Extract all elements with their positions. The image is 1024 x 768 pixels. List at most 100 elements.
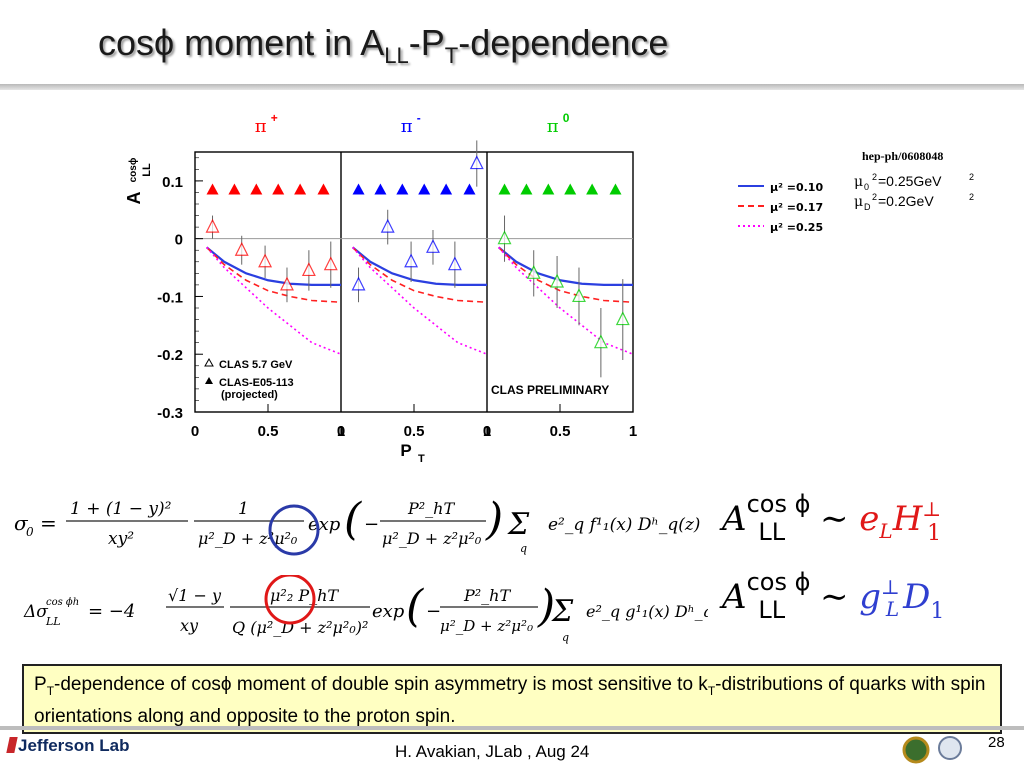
projected-point: [206, 183, 219, 195]
projected-point: [272, 183, 285, 195]
y-tick-label: -0.3: [157, 405, 183, 422]
projected-point: [396, 183, 409, 195]
param-unit-squared: 2: [969, 192, 974, 202]
projected-point: [317, 183, 330, 195]
y-axis-label-sub: LL: [141, 163, 153, 177]
model-curve: [351, 246, 487, 286]
model-curve: [498, 246, 634, 355]
projected-point: [352, 183, 365, 195]
jsa-logo-icon: [938, 736, 962, 760]
projected-point: [520, 183, 533, 195]
mu2-highlight-circle: [264, 575, 316, 625]
y-axis-label-sup: cosϕ: [128, 157, 139, 182]
mu0-highlight-circle: [268, 504, 320, 556]
projected-point: [228, 183, 241, 195]
svg-text:Σ: Σ: [507, 507, 530, 542]
y-tick-label: 0: [175, 232, 183, 249]
clas57-point: [593, 334, 608, 349]
projected-point: [294, 183, 307, 195]
y-tick-label: -0.2: [157, 347, 183, 364]
clas57-point: [380, 218, 395, 233]
y-tick-label: -0.1: [157, 289, 183, 306]
page-title: cosϕ moment in ALL-PT-dependence: [98, 22, 669, 68]
pion-label: π: [547, 116, 559, 137]
clas57-point: [497, 230, 512, 245]
param-unit-squared: 2: [969, 172, 974, 182]
y-axis-label: A: [124, 192, 144, 205]
param-squared: 2: [872, 172, 877, 182]
legend-open-triangle: [204, 357, 214, 367]
clas57-point: [447, 256, 462, 271]
curve-legend-label: μ² =0.17: [770, 201, 823, 214]
clas57-point: [301, 262, 316, 277]
pion-label: π: [401, 116, 413, 137]
x-tick-label: 0: [483, 423, 491, 440]
model-curve: [205, 246, 341, 286]
legend-label: CLAS 5.7 GeV: [219, 359, 293, 371]
jefferson-lab-logo: Jefferson Lab: [6, 736, 129, 756]
svg-text:1: 1: [238, 499, 249, 519]
x-axis-label-sub: T: [418, 453, 425, 465]
svg-text:Q (μ²_D + z²μ²₀)²: Q (μ²_D + z²μ²₀)²: [232, 618, 368, 637]
svg-text:): ): [537, 581, 555, 632]
partner-logos: [902, 736, 962, 764]
clas57-point: [615, 311, 630, 326]
projected-point: [440, 183, 453, 195]
svg-text:(: (: [344, 494, 362, 545]
relation-eL-H1: Acos ϕLL ∼ eLH⊥1: [722, 490, 942, 546]
clas57-point: [404, 253, 419, 268]
projected-point: [498, 183, 511, 195]
page-number: 28: [988, 734, 1005, 751]
curve-legend-label: μ² =0.10: [770, 181, 823, 194]
clas57-point: [234, 241, 249, 256]
x-tick-label: 0: [191, 423, 199, 440]
legend-label: CLAS-E05-113: [219, 377, 294, 389]
svg-text:= −4: = −4: [88, 601, 135, 622]
sigma0-equation: σ 0 = 1 + (1 − y)² xy² 1 μ²_D + z²μ²₀ ex…: [14, 494, 700, 556]
svg-text:μ²_D + z²μ²₀: μ²_D + z²μ²₀: [198, 529, 298, 548]
seal-logo-icon: [902, 736, 930, 764]
clas57-point: [351, 276, 366, 291]
svg-text:μ²_D + z²μ²₀: μ²_D + z²μ²₀: [440, 617, 533, 635]
clas57-point: [280, 276, 294, 291]
svg-text:1 + (1 − y)²: 1 + (1 − y)²: [70, 499, 172, 519]
svg-text:−: −: [426, 601, 441, 622]
model-curve: [497, 246, 633, 286]
preliminary-label: CLAS PRELIMINARY: [491, 383, 609, 397]
svg-text:σ: σ: [14, 511, 29, 535]
delta-sigma-equation: Δσ cos ϕh LL = −4 √1 − y xy μ²₂ P_hT Q (…: [23, 575, 708, 644]
x-tick-label: 0.5: [258, 423, 279, 440]
clas57-point: [526, 264, 541, 279]
svg-text:P²_hT: P²_hT: [407, 499, 455, 518]
svg-text:√1 − y: √1 − y: [168, 586, 222, 605]
projected-point: [564, 183, 577, 195]
svg-text:−: −: [364, 514, 379, 535]
projected-point: [542, 183, 555, 195]
title-divider: [0, 84, 1024, 90]
jlab-logo-mark-icon: [6, 737, 18, 753]
svg-text:(: (: [406, 581, 424, 632]
svg-text:q: q: [520, 542, 527, 555]
param-symbol: μ: [854, 174, 863, 190]
curve-legend-label: μ² =0.25: [770, 221, 823, 234]
legend-filled-triangle: [205, 377, 213, 384]
model-curve: [206, 246, 342, 355]
model-curve: [206, 246, 342, 304]
svg-text:0: 0: [26, 525, 34, 539]
footer-author-date: H. Avakian, JLab , Aug 24: [395, 742, 590, 761]
svg-text:P²_hT: P²_hT: [463, 586, 511, 605]
relation-gL-D1: Acos ϕLL ∼ g⊥L D1: [722, 568, 945, 624]
param-value: =0.25GeV: [878, 173, 942, 189]
clas57-point: [426, 238, 440, 253]
svg-text:e²_q f¹₁(x) Dʰ_q(z): e²_q f¹₁(x) Dʰ_q(z): [548, 515, 700, 535]
x-tick-label: 1: [337, 423, 345, 440]
projected-point: [250, 183, 263, 195]
x-tick-label: 0.5: [550, 423, 571, 440]
svg-text:xy²: xy²: [108, 529, 134, 549]
param-subscript: 0: [864, 182, 869, 192]
svg-text:xy: xy: [180, 616, 199, 635]
clas57-point: [323, 256, 338, 271]
pion-label-charge: 0: [563, 111, 570, 125]
pion-label-charge: +: [271, 111, 278, 125]
reference-label: hep-ph/0608048: [862, 149, 943, 163]
